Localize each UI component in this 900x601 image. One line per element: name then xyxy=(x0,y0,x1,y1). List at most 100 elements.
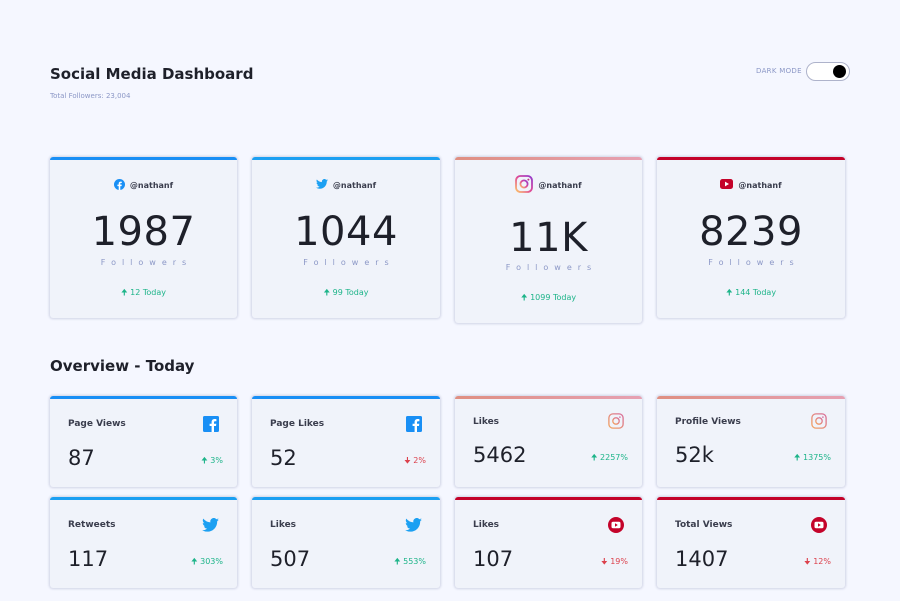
follower-count: 1987 xyxy=(91,209,196,255)
metric-value: 87 xyxy=(68,446,95,470)
overview-card-retweets[interactable]: Retweets 117 🠉 303% xyxy=(50,497,237,588)
change-text: 1375% xyxy=(803,453,831,462)
follower-count: 8239 xyxy=(699,209,803,255)
card-accent-bar xyxy=(252,497,440,500)
follower-card-facebook[interactable]: @nathanf 1987 Followers 🠉 12 Today xyxy=(50,157,237,318)
follower-card-youtube[interactable]: @nathanf 8239 Followers 🠉 144 Today xyxy=(657,157,845,318)
change-text: 303% xyxy=(200,557,223,566)
metric-change: 🠋 12% xyxy=(804,556,831,570)
total-followers: Total Followers: 23,004 xyxy=(50,92,131,100)
today-change: 🠉 99 Today xyxy=(252,287,440,301)
card-accent-bar xyxy=(50,497,237,500)
facebook-icon xyxy=(203,416,219,436)
arrow-down-icon: 🠋 xyxy=(601,557,608,566)
arrow-up-icon: 🠉 xyxy=(323,288,331,297)
follower-card-twitter[interactable]: @nathanf 1044 Followers 🠉 99 Today xyxy=(252,157,440,318)
youtube-icon xyxy=(608,517,624,537)
card-accent-bar xyxy=(455,396,642,399)
metric-value: 507 xyxy=(270,547,311,571)
metric-change: 🠉 303% xyxy=(191,556,223,570)
followers-label: Followers xyxy=(708,258,800,267)
facebook-icon xyxy=(406,416,422,436)
card-accent-bar xyxy=(455,497,642,500)
instagram-icon xyxy=(811,413,827,433)
handle-text: @nathanf xyxy=(129,181,174,190)
twitter-icon xyxy=(315,179,328,191)
card-accent-bar xyxy=(50,157,237,160)
page-title: Social Media Dashboard xyxy=(50,65,254,83)
followers-label: Followers xyxy=(100,258,193,267)
change-text: 2257% xyxy=(600,453,628,462)
overview-card-total-views[interactable]: Total Views 1407 🠋 12% xyxy=(657,497,845,588)
twitter-icon xyxy=(405,517,422,536)
overview-card-likes-twitter[interactable]: Likes 507 🠉 553% xyxy=(252,497,440,588)
arrow-up-icon: 🠉 xyxy=(793,453,801,462)
metric-change: 🠉 553% xyxy=(394,556,426,570)
metric-value: 107 xyxy=(473,547,514,571)
card-accent-bar xyxy=(657,157,845,160)
arrow-up-icon: 🠉 xyxy=(190,557,198,566)
overview-card-likes-youtube[interactable]: Likes 107 🠋 19% xyxy=(455,497,642,588)
handle-text: @nathanf xyxy=(538,180,582,190)
today-change: 🠉 1099 Today xyxy=(455,292,642,306)
youtube-icon xyxy=(811,517,827,537)
overview-card-profile-views[interactable]: Profile Views 52k 🠉 1375% xyxy=(657,396,845,487)
metric-label: Total Views xyxy=(675,520,733,530)
metric-label: Retweets xyxy=(68,520,116,530)
arrow-up-icon: 🠉 xyxy=(393,557,401,566)
card-handle: @nathanf xyxy=(455,175,642,195)
change-text: 19% xyxy=(610,557,628,566)
overview-card-likes-instagram[interactable]: Likes 5462 🠉 2257% xyxy=(455,396,642,487)
card-accent-bar xyxy=(657,497,845,500)
arrow-up-icon: 🠉 xyxy=(520,293,528,302)
card-handle: @nathanf xyxy=(252,179,440,191)
metric-value: 5462 xyxy=(473,443,527,467)
metric-value: 52k xyxy=(675,443,714,467)
follower-count: 11K xyxy=(509,215,588,261)
metric-change: 🠉 2257% xyxy=(591,452,628,466)
arrow-up-icon: 🠉 xyxy=(725,288,733,297)
today-text: 1099 Today xyxy=(530,293,577,302)
today-change: 🠉 144 Today xyxy=(657,287,845,301)
overview-card-page-likes[interactable]: Page Likes 52 🠋 2% xyxy=(252,396,440,487)
metric-value: 117 xyxy=(68,547,109,571)
metric-change: 🠉 1375% xyxy=(794,452,831,466)
overview-card-page-views[interactable]: Page Views 87 🠉 3% xyxy=(50,396,237,487)
card-handle: @nathanf xyxy=(657,179,845,191)
metric-label: Likes xyxy=(473,520,500,530)
dark-mode-toggle[interactable] xyxy=(806,62,850,81)
facebook-icon xyxy=(113,179,125,192)
today-change: 🠉 12 Today xyxy=(50,287,237,301)
followers-label: Followers xyxy=(505,263,598,272)
youtube-icon xyxy=(720,179,734,191)
metric-change: 🠉 3% xyxy=(201,455,223,469)
dark-mode-label: DARK MODE xyxy=(756,67,802,75)
follower-card-instagram[interactable]: @nathanf 11K Followers 🠉 1099 Today xyxy=(455,157,642,323)
card-accent-bar xyxy=(252,396,440,399)
arrow-up-icon: 🠉 xyxy=(590,453,598,462)
overview-title: Overview - Today xyxy=(50,357,195,375)
twitter-icon xyxy=(202,517,219,536)
toggle-knob xyxy=(833,65,846,78)
followers-label: Followers xyxy=(303,258,395,267)
follower-count: 1044 xyxy=(294,209,398,255)
change-text: 12% xyxy=(813,557,831,566)
arrow-up-icon: 🠉 xyxy=(120,288,128,297)
instagram-icon xyxy=(515,175,534,195)
metric-value: 1407 xyxy=(675,547,729,571)
change-text: 553% xyxy=(403,557,426,566)
metric-label: Likes xyxy=(270,520,297,530)
card-accent-bar xyxy=(50,396,237,399)
instagram-icon xyxy=(608,413,624,433)
change-text: 2% xyxy=(413,456,426,465)
change-text: 3% xyxy=(210,456,223,465)
metric-label: Page Likes xyxy=(270,419,325,429)
today-text: 12 Today xyxy=(130,288,167,297)
metric-change: 🠋 2% xyxy=(404,455,426,469)
metric-label: Page Views xyxy=(68,419,126,429)
handle-text: @nathanf xyxy=(332,180,377,190)
metric-change: 🠋 19% xyxy=(601,556,628,570)
metric-label: Profile Views xyxy=(675,417,741,427)
today-text: 144 Today xyxy=(735,288,777,297)
arrow-up-icon: 🠉 xyxy=(201,456,208,465)
